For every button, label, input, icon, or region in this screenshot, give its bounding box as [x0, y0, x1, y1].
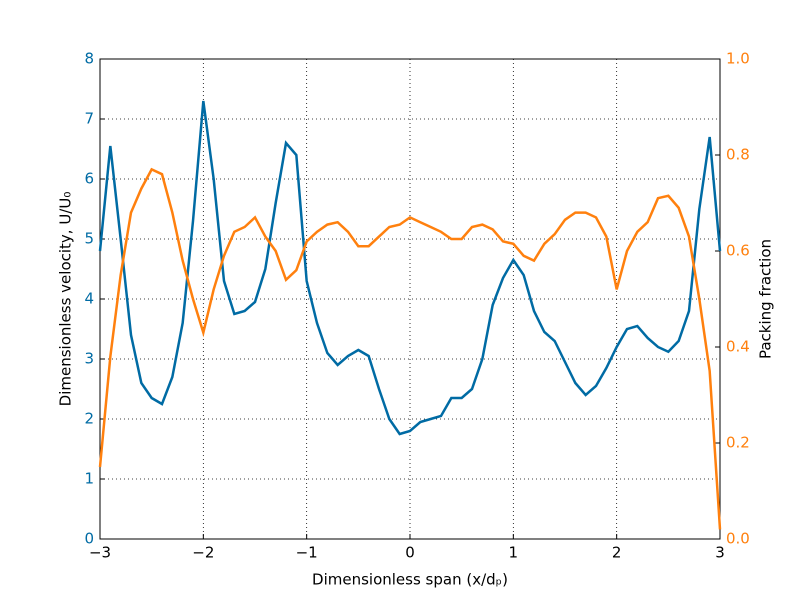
y-tick-label: 6 — [84, 170, 94, 188]
data-line — [98, 167, 722, 530]
y2-tick-label: 0.8 — [726, 146, 750, 164]
x-axis-label: Dimensionless span (x/dₚ) — [312, 571, 508, 589]
x-tick-label: 1 — [509, 544, 519, 562]
y2-tick-label: 0.4 — [726, 338, 750, 356]
y2-tick-label: 0.2 — [726, 434, 750, 452]
y-axis-label: Dimensionless velocity, U/U₀ — [57, 192, 75, 407]
y2-tick-label: 0.6 — [726, 242, 750, 260]
y-tick-label: 3 — [84, 350, 94, 368]
y-tick-label: 7 — [84, 110, 94, 128]
y2-tick-label: 1.0 — [726, 50, 750, 68]
y-tick-label: 4 — [84, 290, 94, 308]
y-tick-label: 0 — [84, 530, 94, 548]
y2-axis-label: Packing fraction — [757, 239, 775, 359]
x-tick-label: 3 — [715, 544, 725, 562]
x-tick-label: −1 — [296, 544, 318, 562]
x-tick-label: −2 — [192, 544, 214, 562]
x-tick-label: 2 — [612, 544, 622, 562]
y-tick-label: 5 — [84, 230, 94, 248]
data-line — [98, 100, 722, 436]
y2-tick-label: 0.0 — [726, 530, 750, 548]
y-tick-label: 2 — [84, 410, 94, 428]
x-tick-label: −3 — [89, 544, 111, 562]
y-tick-label: 1 — [84, 470, 94, 488]
y-tick-label: 8 — [84, 50, 94, 68]
x-tick-label: 0 — [405, 544, 415, 562]
